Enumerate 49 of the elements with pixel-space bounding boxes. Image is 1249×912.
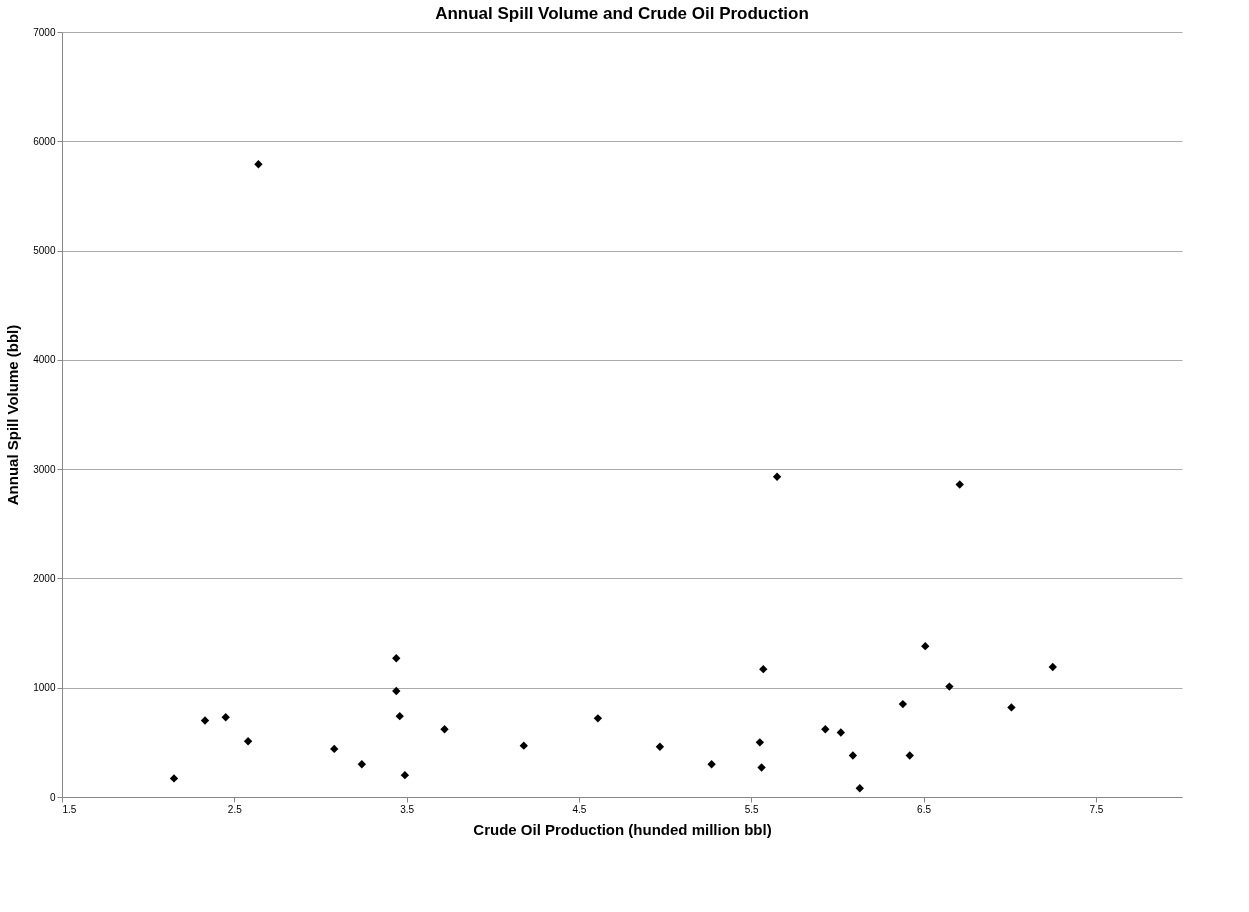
point (655, 742, 665, 751)
y-axis-title: Annual Spill Volume (bbl) (4, 324, 22, 506)
point (400, 770, 410, 780)
point (945, 682, 954, 691)
point (392, 654, 401, 663)
x-axis-title: Crude Oil Production (hunded million bbl) (473, 820, 772, 838)
y-tick-label: 0 (49, 791, 56, 803)
x-tick-label: 2.5 (227, 803, 243, 815)
point (898, 699, 908, 709)
x-tick-label: 1.5 (62, 803, 77, 815)
y-tick-label: 6000 (33, 135, 56, 147)
point (1007, 703, 1016, 712)
y-tick-label: 4000 (33, 354, 56, 366)
point (707, 760, 716, 769)
point (243, 737, 253, 746)
x-tick-label: 6.5 (917, 803, 932, 815)
point (955, 480, 964, 489)
point (169, 774, 179, 783)
x-tick-label: 5.5 (744, 803, 760, 815)
x-tick-label: 7.5 (1089, 803, 1104, 815)
point (1048, 662, 1057, 672)
point (519, 741, 528, 750)
point (395, 711, 404, 721)
point (755, 738, 765, 747)
point (200, 716, 210, 725)
point (357, 760, 366, 769)
x-tick-label: 4.5 (572, 803, 587, 815)
point (330, 744, 339, 754)
y-tick-label: 7000 (33, 26, 56, 38)
y-tick-label: 2000 (33, 572, 56, 584)
point (772, 472, 782, 481)
point (392, 686, 401, 696)
point (757, 763, 766, 772)
point (221, 713, 230, 722)
point (593, 714, 603, 723)
point (905, 751, 914, 760)
point (855, 784, 864, 793)
point (759, 664, 768, 674)
y-tick-label: 5000 (33, 245, 56, 257)
point (440, 725, 449, 734)
point (921, 642, 930, 651)
point (836, 728, 846, 737)
y-tick-label: 3000 (33, 463, 56, 475)
chart-title: Annual Spill Volume and Crude Oil Production (435, 4, 809, 23)
point (254, 160, 263, 169)
y-tick-label: 1000 (33, 682, 56, 694)
x-tick-label: 3.5 (400, 803, 415, 815)
point (848, 751, 858, 760)
point (821, 725, 830, 734)
